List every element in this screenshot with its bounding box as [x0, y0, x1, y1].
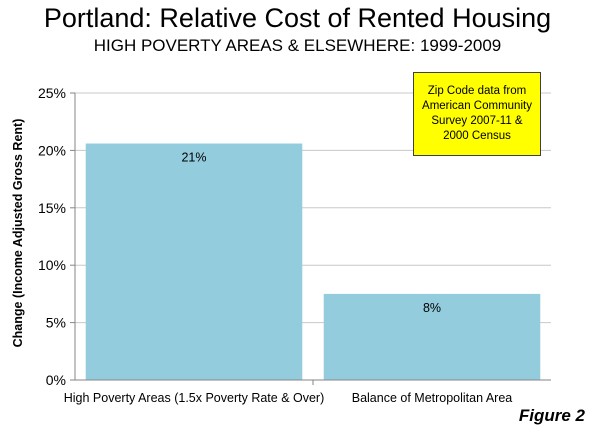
data-label: 8% [423, 301, 441, 315]
bar [323, 293, 541, 380]
source-note-text: Zip Code data from American Community Su… [422, 85, 532, 142]
y-tick-label: 5% [46, 315, 66, 331]
bar [85, 143, 303, 380]
y-tick-label: 10% [38, 257, 66, 273]
y-tick-label: 25% [38, 85, 66, 101]
y-axis-label: Change (Income Adjusted Gross Rent) [11, 119, 25, 348]
category-label: High Poverty Areas (1.5x Poverty Rate & … [64, 391, 325, 405]
chart-subtitle: HIGH POVERTY AREAS & ELSEWHERE: 1999-200… [93, 36, 502, 55]
chart-title: Portland: Relative Cost of Rented Housin… [43, 3, 552, 33]
source-note-box: Zip Code data from American Community Su… [413, 72, 541, 156]
y-tick-label: 0% [46, 372, 66, 388]
figure-label: Figure 2 [518, 406, 585, 425]
y-tick-label: 20% [38, 142, 66, 158]
data-label: 21% [181, 151, 206, 165]
category-label: Balance of Metropolitan Area [352, 391, 513, 405]
y-tick-label: 15% [38, 200, 66, 216]
